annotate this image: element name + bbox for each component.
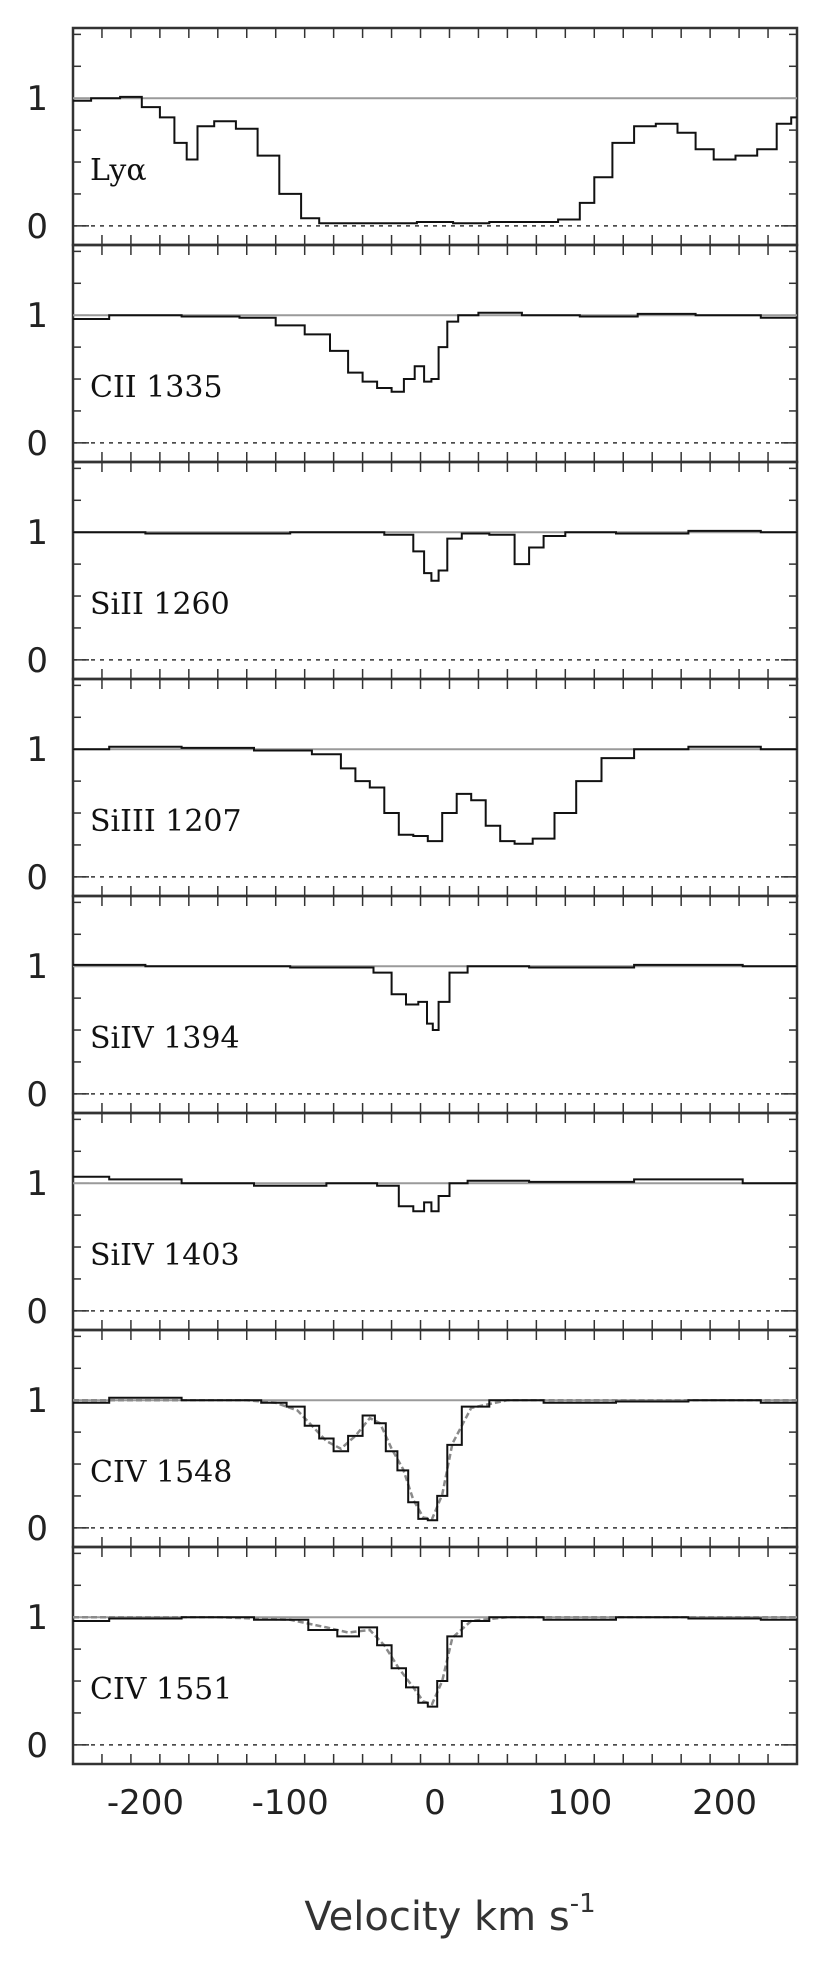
- y-tick-label: 1: [26, 79, 48, 119]
- ion-label: CIV 1551: [90, 1672, 232, 1707]
- spectrum-line: [73, 745, 797, 845]
- spectrum-line: [73, 963, 797, 1031]
- spectrum-line: [73, 1396, 797, 1522]
- y-tick-label: 0: [26, 207, 48, 247]
- y-tick-label: 1: [26, 947, 48, 987]
- ion-label: SiII 1260: [90, 587, 230, 622]
- spectrum-line: [73, 95, 797, 225]
- y-tick-label: 1: [26, 1381, 48, 1421]
- y-tick-label: 0: [26, 1292, 48, 1332]
- ion-label: SiIV 1403: [90, 1238, 240, 1273]
- panel-2: 0 1 SiII 1260: [26, 460, 799, 681]
- y-tick-label: 0: [26, 858, 48, 898]
- panel-frame: [71, 894, 799, 1115]
- panel-frame: [71, 243, 799, 464]
- y-tick-label: 0: [26, 1726, 48, 1766]
- panel-frame: [71, 677, 799, 898]
- y-tick-label: 0: [26, 424, 48, 464]
- x-tick-label: -100: [252, 1783, 329, 1823]
- ion-label: Lyα: [90, 153, 147, 188]
- panels-group: 0 1 Lyα 0 1 CII 1335 0 1 SiII 1260 0 1 SiIII 1207 0 1…: [26, 26, 799, 1766]
- y-tick-label: 0: [26, 1509, 48, 1549]
- x-tick-label: 0: [424, 1783, 446, 1823]
- panel-1: 0 1 CII 1335: [26, 243, 799, 464]
- panel-3: 0 1 SiIII 1207: [26, 677, 799, 898]
- spectrum-line: [73, 529, 797, 582]
- panel-4: 0 1 SiIV 1394: [26, 894, 799, 1115]
- y-tick-label: 1: [26, 1598, 48, 1638]
- x-tick-label: 200: [692, 1783, 757, 1823]
- x-axis-label-sup: -1: [570, 1889, 596, 1919]
- y-tick-label: 1: [26, 1164, 48, 1204]
- x-tick-label: 100: [547, 1783, 612, 1823]
- spectrum-line: [73, 1175, 797, 1213]
- x-axis-group: -200 -100 0 100 200: [107, 1783, 757, 1823]
- panel-0: 0 1 Lyα: [26, 26, 799, 247]
- x-tick-label: -200: [107, 1783, 184, 1823]
- panel-frame: [71, 26, 799, 247]
- y-tick-label: 0: [26, 641, 48, 681]
- y-tick-label: 1: [26, 730, 48, 770]
- panel-frame: [71, 460, 799, 681]
- y-tick-label: 1: [26, 513, 48, 553]
- panel-6: 0 1 CIV 1548: [26, 1328, 799, 1549]
- x-axis-label: Velocity km s-1: [304, 1889, 595, 1940]
- panel-5: 0 1 SiIV 1403: [26, 1111, 799, 1332]
- x-axis-label-main: Velocity km s: [304, 1894, 569, 1940]
- panel-7: 0 1 CIV 1551: [26, 1545, 799, 1766]
- ion-label: SiIII 1207: [90, 804, 242, 839]
- panel-frame: [71, 1111, 799, 1332]
- spectrum-line: [73, 1616, 797, 1708]
- panel-frame: [71, 1545, 799, 1766]
- panel-frame: [71, 1328, 799, 1549]
- ion-label: CIV 1548: [90, 1455, 232, 1490]
- y-tick-label: 0: [26, 1075, 48, 1115]
- ion-label: SiIV 1394: [90, 1021, 240, 1056]
- y-tick-label: 1: [26, 296, 48, 336]
- ion-label: CII 1335: [90, 370, 223, 405]
- spectrum-line: [73, 311, 797, 393]
